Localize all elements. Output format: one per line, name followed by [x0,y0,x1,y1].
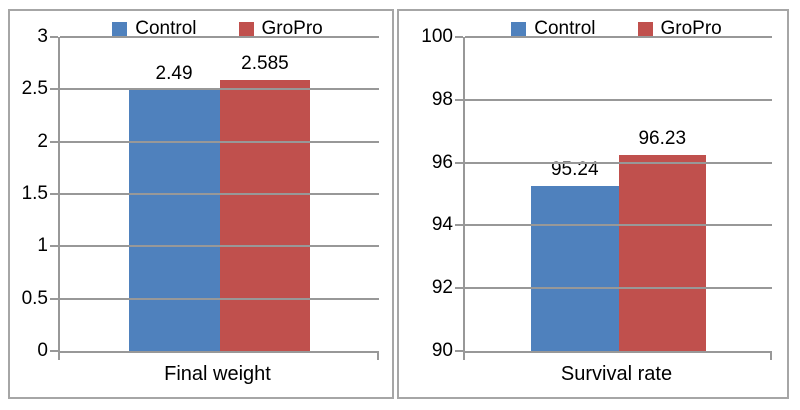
bar-group: 2.49 2.585 [60,37,379,351]
y-axis-labels: 90 92 94 96 98 100 [399,26,453,361]
y-axis-tick [50,193,58,195]
y-tick-label: 100 [421,26,453,47]
y-tick-label: 90 [431,340,453,361]
control-swatch-icon [112,21,128,37]
gropro-swatch-icon [637,21,653,37]
gridline [60,193,379,195]
y-axis-tick [50,36,58,38]
y-tick-label: 2.5 [21,78,48,100]
y-axis-tick [50,297,58,300]
y-tick-label: 2 [37,130,48,152]
plot-area: 2.49 2.585 [50,36,379,360]
y-tick-label: 94 [431,214,453,236]
legend-label-control: Control [534,18,596,39]
legend-item-control: Control [511,18,596,40]
bar-gropro: 96.23 [618,128,706,351]
bar-gropro: 2.585 [219,53,311,351]
survival-rate-chart: Control GroPro 90 92 94 96 98 100 95.24 96.23 … [397,9,789,399]
y-axis-tick [455,350,463,352]
final-weight-chart: Control GroPro 0 0.5 1 1.5 2 2.5 3 2.49 2.585 F… [8,9,394,399]
gridline [465,98,772,101]
y-tick-label: 92 [431,277,453,299]
y-tick-label: 98 [431,88,453,110]
category-label: Final weight [164,363,271,385]
category-label: Survival rate [560,363,673,385]
y-axis-tick [455,98,463,101]
y-axis-tick [50,88,58,91]
legend-label-gropro: GroPro [261,18,323,39]
y-axis-tick [455,161,463,164]
legend: Control GroPro [463,18,770,40]
gridline [60,88,379,91]
y-tick-label: 96 [431,151,453,173]
y-axis-tick [455,36,463,38]
gridline [465,224,772,227]
y-axis-tick [455,287,463,290]
y-axis-tick [455,224,463,227]
gridline [465,287,772,290]
gridline [60,297,379,300]
gridline [465,36,772,38]
gropro-swatch-icon [238,21,254,37]
y-tick-label: 0 [37,340,48,361]
y-axis-tick [50,350,58,352]
bar-control: 95.24 [531,159,619,351]
control-swatch-icon [511,21,527,37]
legend: Control GroPro [58,18,377,40]
gridline [60,140,379,143]
legend-label-gropro: GroPro [660,18,722,39]
gridline [60,245,379,248]
legend-label-control: Control [135,18,197,39]
bar-control: 2.49 [128,63,220,351]
y-tick-label: 1 [37,235,48,257]
y-tick-label: 1.5 [21,183,48,204]
plot-area: 95.24 96.23 [455,36,772,360]
data-label-gropro: 2.585 [241,53,289,75]
y-axis-tick [50,245,58,248]
y-tick-label: 0.5 [21,287,48,309]
legend-item-gropro: GroPro [238,18,323,40]
legend-item-control: Control [112,18,197,40]
data-label-control: 95.24 [550,159,599,181]
data-label-control: 2.49 [155,63,193,85]
y-tick-label: 3 [37,26,48,47]
y-axis-tick [50,140,58,143]
y-axis-labels: 0 0.5 1 1.5 2 2.5 3 [10,26,48,361]
bar-group: 95.24 96.23 [465,37,772,351]
gridline [465,161,772,164]
legend-item-gropro: GroPro [637,18,722,40]
gridline [60,36,379,38]
data-label-gropro: 96.23 [638,128,687,150]
